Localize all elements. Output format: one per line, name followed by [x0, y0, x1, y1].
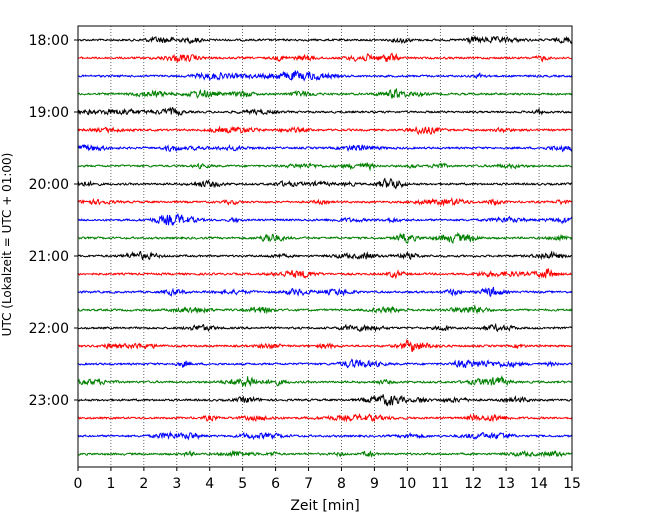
trace-2230	[77, 358, 573, 369]
trace-1830	[77, 70, 573, 82]
trace-2000	[77, 177, 573, 190]
x-tick-label: 8	[337, 476, 346, 492]
x-tick-label: 2	[139, 476, 148, 492]
y-tick-label: 20:00	[29, 177, 69, 193]
x-tick-label: 3	[172, 476, 181, 492]
trace-2330	[77, 430, 573, 441]
x-tick-label: 0	[74, 476, 83, 492]
trace-1945	[77, 162, 573, 172]
x-axis-ticks: 0 1 2 3 4 5 6 7 8 9 10 11 12 13 14 15	[74, 467, 581, 492]
x-tick-label: 5	[238, 476, 247, 492]
trace-1900	[77, 106, 573, 117]
y-axis-ticks: 18:00 19:00 20:00 21:00 22:00 23:00	[29, 33, 78, 409]
trace-2015	[77, 197, 573, 207]
trace-1930	[77, 143, 573, 153]
trace-2300	[77, 394, 573, 407]
trace-2030	[77, 212, 573, 226]
x-tick-label: 4	[205, 476, 214, 492]
trace-2145	[77, 304, 573, 315]
x-tick-label: 15	[563, 476, 581, 492]
trace-1800	[77, 34, 573, 45]
x-tick-label: 6	[271, 476, 280, 492]
y-tick-label: 22:00	[29, 321, 69, 337]
grid	[110, 26, 540, 467]
y-tick-label: 21:00	[29, 249, 69, 265]
x-tick-label: 9	[370, 476, 379, 492]
trace-2215	[77, 338, 573, 353]
x-tick-label: 7	[304, 476, 313, 492]
trace-1845	[77, 87, 573, 99]
trace-2315	[77, 412, 573, 423]
trace-2200	[77, 322, 573, 333]
x-tick-label: 11	[431, 476, 449, 492]
trace-2045	[77, 231, 573, 244]
x-tick-label: 12	[464, 476, 482, 492]
trace-2345	[77, 449, 573, 458]
x-tick-label: 10	[398, 476, 416, 492]
plot-frame	[77, 25, 573, 468]
x-tick-label: 1	[106, 476, 115, 492]
trace-2115	[77, 268, 573, 280]
trace-2100	[77, 250, 573, 261]
trace-2245	[77, 374, 573, 388]
y-tick-label: 18:00	[29, 33, 69, 49]
trace-1915	[77, 125, 573, 136]
x-tick-label: 13	[497, 476, 515, 492]
seismic-traces	[77, 34, 573, 458]
x-axis-label: Zeit [min]	[290, 498, 359, 514]
y-tick-label: 23:00	[29, 393, 69, 409]
y-axis-label: UTC (Lokalzeit = UTC + 01:00)	[0, 153, 14, 337]
y-tick-label: 19:00	[29, 105, 69, 121]
trace-2130	[77, 286, 573, 297]
x-tick-label: 14	[530, 476, 548, 492]
trace-1815	[77, 52, 573, 64]
